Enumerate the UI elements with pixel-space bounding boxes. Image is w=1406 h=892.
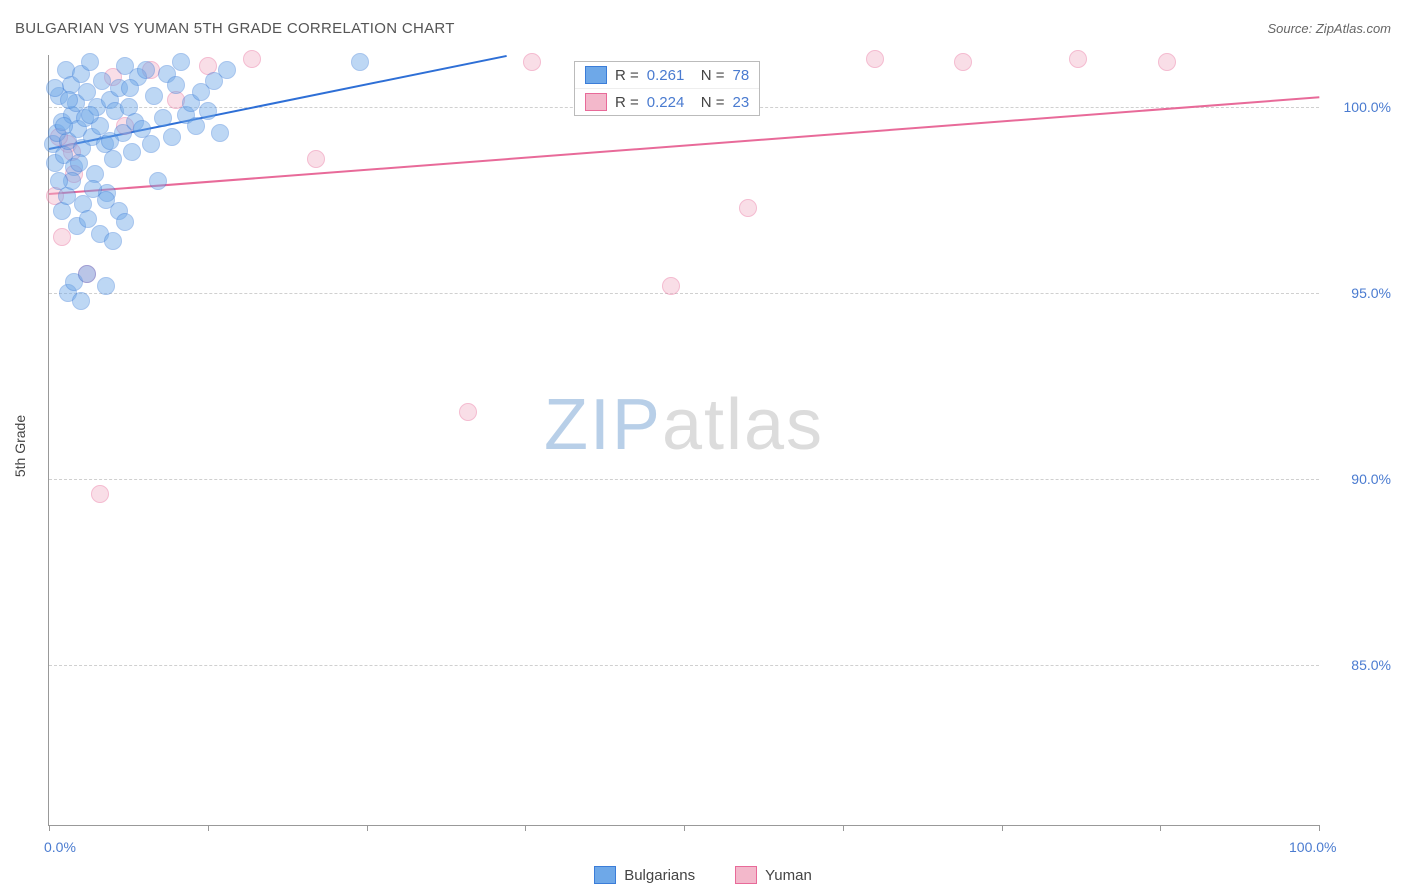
scatter-point [104, 150, 122, 168]
gridline-h [49, 293, 1319, 294]
scatter-point [1158, 53, 1176, 71]
r-label: R = [615, 67, 639, 84]
xtick [367, 825, 368, 831]
xtick [1160, 825, 1161, 831]
scatter-point [163, 128, 181, 146]
xtick [208, 825, 209, 831]
scatter-point [199, 102, 217, 120]
scatter-point [50, 172, 68, 190]
n-label: N = [701, 94, 725, 111]
watermark-part2: atlas [662, 385, 824, 465]
swatch-icon [585, 93, 607, 111]
scatter-point [1069, 50, 1087, 68]
scatter-point [167, 76, 185, 94]
legend-label: Yuman [765, 867, 812, 884]
ytick-label: 100.0% [1331, 99, 1391, 115]
scatter-point [954, 53, 972, 71]
scatter-plot-area: ZIPatlas R = 0.261 N = 78 R = 0.224 N = … [48, 55, 1319, 826]
scatter-point [211, 124, 229, 142]
scatter-point [866, 50, 884, 68]
scatter-point [149, 172, 167, 190]
scatter-point [172, 53, 190, 71]
scatter-point [145, 87, 163, 105]
r-value: 0.224 [647, 94, 693, 111]
scatter-point [78, 265, 96, 283]
xtick [525, 825, 526, 831]
chart-title: BULGARIAN VS YUMAN 5TH GRADE CORRELATION… [15, 20, 455, 37]
scatter-point [60, 91, 78, 109]
xtick [49, 825, 50, 831]
scatter-point [97, 277, 115, 295]
gridline-h [49, 479, 1319, 480]
scatter-point [104, 232, 122, 250]
series-legend: Bulgarians Yuman [0, 866, 1406, 884]
scatter-point [70, 154, 88, 172]
gridline-h [49, 665, 1319, 666]
swatch-icon [594, 866, 616, 884]
scatter-point [55, 117, 73, 135]
legend-item-bulgarians: Bulgarians [594, 866, 695, 884]
legend-row-yuman: R = 0.224 N = 23 [575, 88, 759, 115]
ytick-label: 85.0% [1331, 657, 1391, 673]
watermark-part1: ZIP [544, 385, 662, 465]
y-axis-label: 5th Grade [12, 415, 28, 477]
scatter-point [123, 143, 141, 161]
r-label: R = [615, 94, 639, 111]
chart-header: BULGARIAN VS YUMAN 5TH GRADE CORRELATION… [15, 20, 1391, 37]
scatter-point [81, 106, 99, 124]
scatter-point [81, 53, 99, 71]
legend-label: Bulgarians [624, 867, 695, 884]
scatter-point [46, 79, 64, 97]
correlation-legend-box: R = 0.261 N = 78 R = 0.224 N = 23 [574, 61, 760, 116]
xtick [843, 825, 844, 831]
swatch-icon [735, 866, 757, 884]
scatter-point [93, 72, 111, 90]
scatter-point [53, 228, 71, 246]
scatter-point [662, 277, 680, 295]
xtick-label: 100.0% [1289, 839, 1336, 855]
xtick [1002, 825, 1003, 831]
ytick-label: 95.0% [1331, 285, 1391, 301]
scatter-point [459, 403, 477, 421]
scatter-point [72, 292, 90, 310]
xtick-label: 0.0% [44, 839, 76, 855]
scatter-point [739, 199, 757, 217]
r-value: 0.261 [647, 67, 693, 84]
xtick [1319, 825, 1320, 831]
xtick [684, 825, 685, 831]
scatter-point [121, 79, 139, 97]
scatter-point [91, 485, 109, 503]
scatter-point [154, 109, 172, 127]
scatter-point [218, 61, 236, 79]
scatter-point [523, 53, 541, 71]
scatter-point [116, 213, 134, 231]
scatter-point [137, 61, 155, 79]
legend-item-yuman: Yuman [735, 866, 812, 884]
ytick-label: 90.0% [1331, 471, 1391, 487]
n-label: N = [701, 67, 725, 84]
legend-row-bulgarians: R = 0.261 N = 78 [575, 62, 759, 88]
scatter-point [243, 50, 261, 68]
scatter-point [307, 150, 325, 168]
n-value: 23 [733, 94, 750, 111]
scatter-point [142, 135, 160, 153]
scatter-point [187, 117, 205, 135]
watermark: ZIPatlas [544, 384, 824, 466]
scatter-point [351, 53, 369, 71]
n-value: 78 [733, 67, 750, 84]
swatch-icon [585, 66, 607, 84]
scatter-point [101, 132, 119, 150]
source-attribution: Source: ZipAtlas.com [1267, 21, 1391, 36]
